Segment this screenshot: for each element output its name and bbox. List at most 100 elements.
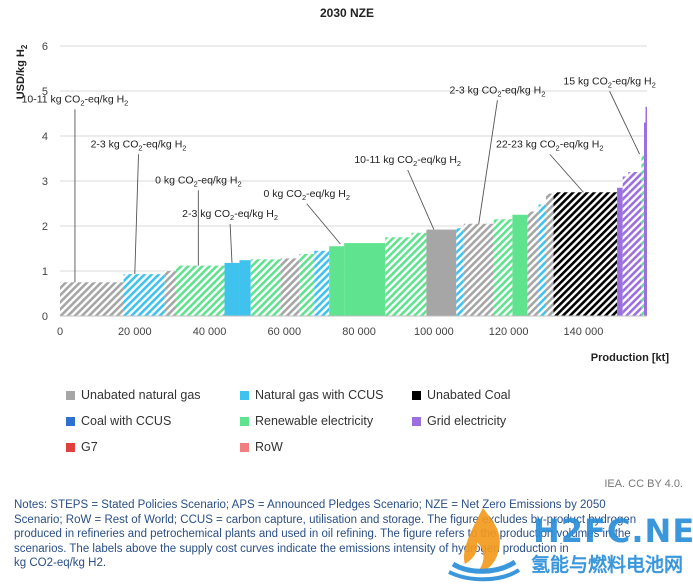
- notes-line: scenarios. The labels above the supply c…: [14, 542, 569, 555]
- bar-segment-ngc: [123, 274, 165, 316]
- legend-item-grid: Grid electricity: [412, 412, 612, 430]
- legend-label: Unabated Coal: [427, 388, 511, 402]
- bar-segment-ren: [344, 243, 386, 316]
- legend-item-ngc: Natural gas with CCUS: [240, 386, 412, 404]
- annotation-label: 15 kg CO2-eq/kg H2: [563, 75, 655, 89]
- y-tick-label: 1: [42, 266, 48, 278]
- x-tick-label: 140 000: [564, 326, 604, 338]
- annotation-leader: [306, 203, 341, 245]
- h2-flame-icon: [448, 508, 521, 582]
- legend-swatch: [412, 416, 421, 426]
- bar-segment-grid: [628, 172, 642, 316]
- legend-label: Grid electricity: [427, 414, 507, 428]
- annotation-leader: [407, 169, 435, 230]
- legend-swatch: [412, 390, 421, 400]
- bar-segment-ung: [60, 282, 124, 316]
- bar-segment-ren: [385, 237, 412, 316]
- bar-segment-ung: [164, 271, 176, 316]
- watermark-subtext: 氢能与燃料电池网: [531, 554, 684, 576]
- legend-label: Coal with CCUS: [81, 414, 172, 428]
- annotation-label: 10-11 kg CO2-eq/kg H2: [354, 154, 461, 168]
- bar-segment-ren: [329, 246, 345, 316]
- bar-segment-ren: [512, 214, 528, 316]
- legend-label: Unabated natural gas: [81, 388, 201, 402]
- legend-label: RoW: [255, 440, 283, 454]
- annotation-label: 10-11 kg CO2-eq/kg H2: [22, 93, 129, 107]
- bar-segment-ren: [175, 265, 225, 316]
- legend-item-ung: Unabated natural gas: [66, 386, 240, 404]
- bar-segment-ngc: [239, 260, 251, 316]
- annotation-label: 2-3 kg CO2-eq/kg H2: [91, 138, 187, 152]
- legend: Unabated natural gas Natural gas with CCU…: [66, 386, 626, 456]
- notes-line: Notes: STEPS = Stated Policies Scenario;…: [14, 499, 606, 511]
- notes-line: kg CO2-eq/kg H2.: [14, 557, 107, 569]
- x-tick-label: 80 000: [342, 326, 376, 338]
- bar-segment-ung: [463, 223, 494, 316]
- annotation-label: 2-3 kg CO2-eq/kg H2: [182, 208, 278, 222]
- y-tick-label: 2: [42, 221, 48, 233]
- supply-cost-chart: 2030 NZE 0 1 2 3 4 5 6 0 20 000 40 000 60 000 80 00…: [15, 6, 670, 364]
- credit: IEA. CC BY 4.0.: [604, 478, 683, 490]
- legend-item-coal: Unabated Coal: [412, 386, 612, 404]
- bar-segment-ung: [546, 193, 554, 316]
- legend-item-coalc: Coal with CCUS: [66, 412, 240, 430]
- watermark-text: H2FC.NET: [533, 512, 693, 550]
- annotation-leader: [229, 223, 233, 263]
- x-tick-label: 40 000: [193, 326, 227, 338]
- bar-segment-ren: [641, 154, 645, 316]
- x-tick-label: 20 000: [118, 326, 152, 338]
- y-tick-label: 4: [42, 131, 48, 143]
- annotation-leader: [609, 91, 640, 155]
- annotation-label: 0 kg CO2-eq/kg H2: [263, 188, 350, 202]
- bar-segment-ngc: [456, 228, 464, 316]
- y-tick-label: 3: [42, 176, 48, 188]
- y-tick-label: 5: [42, 86, 48, 98]
- x-tick-label: 60 000: [268, 326, 302, 338]
- legend-swatch: [66, 416, 75, 426]
- bar-segment-grid: [645, 106, 647, 316]
- bar-segment-grid: [622, 176, 629, 316]
- annotation-leader: [478, 100, 498, 224]
- annotation-label: 2-3 kg CO2-eq/kg H2: [450, 84, 546, 98]
- annotation-label: 22-23 kg CO2-eq/kg H2: [496, 138, 604, 152]
- bar-segment-ngc: [224, 262, 240, 316]
- bar-segment-ngc: [538, 204, 547, 316]
- bar-segment-ung: [280, 258, 300, 316]
- legend-swatch: [240, 416, 249, 426]
- bar-segment-coal: [553, 192, 618, 316]
- legend-swatch: [66, 390, 75, 400]
- legend-swatch: [66, 442, 75, 452]
- bar-segment-ngc: [314, 250, 330, 316]
- y-tick-label: 0: [42, 311, 48, 323]
- legend-label: Natural gas with CCUS: [255, 388, 384, 402]
- bar-segments: [60, 106, 647, 316]
- y-tick-label: 6: [42, 41, 48, 53]
- annotation-leader: [549, 153, 584, 193]
- legend-label: Renewable electricity: [255, 414, 374, 428]
- bar-segment-ren: [411, 232, 427, 316]
- x-tick-label: 100 000: [414, 326, 454, 338]
- legend-label: G7: [81, 440, 98, 454]
- bar-segment-grid: [617, 187, 623, 316]
- annotations: 10-11 kg CO2-eq/kg H2 2-3 kg CO2-eq/kg H2…: [22, 75, 656, 283]
- annotation-label: 0 kg CO2-eq/kg H2: [155, 174, 242, 188]
- bar-segment-grid: [644, 122, 646, 316]
- legend-item-g7: G7: [66, 438, 240, 456]
- x-tick-label: 0: [57, 326, 63, 338]
- x-tick-label: 120 000: [489, 326, 529, 338]
- bar-segment-ren: [299, 253, 315, 316]
- bar-segment-ren: [493, 219, 513, 316]
- axes: 0 1 2 3 4 5 6 0 20 000 40 000 60 000 80 000 100 000 1…: [42, 41, 647, 338]
- y-axis-label: USD/kg H2: [15, 44, 29, 99]
- legend-item-ren: Renewable electricity: [240, 412, 412, 430]
- annotation-leader: [134, 154, 139, 275]
- bar-segment-ung: [426, 229, 457, 316]
- chart-title: 2030 NZE: [320, 6, 374, 20]
- x-axis-label: Production [kt]: [591, 352, 670, 364]
- bar-segment-ren: [250, 259, 281, 316]
- legend-swatch: [240, 442, 249, 452]
- legend-swatch: [240, 390, 249, 400]
- legend-item-row: RoW: [240, 438, 412, 456]
- bar-segment-ung: [527, 211, 539, 316]
- watermark-logo: H2FC.NET 氢能与燃料电池网: [435, 504, 693, 582]
